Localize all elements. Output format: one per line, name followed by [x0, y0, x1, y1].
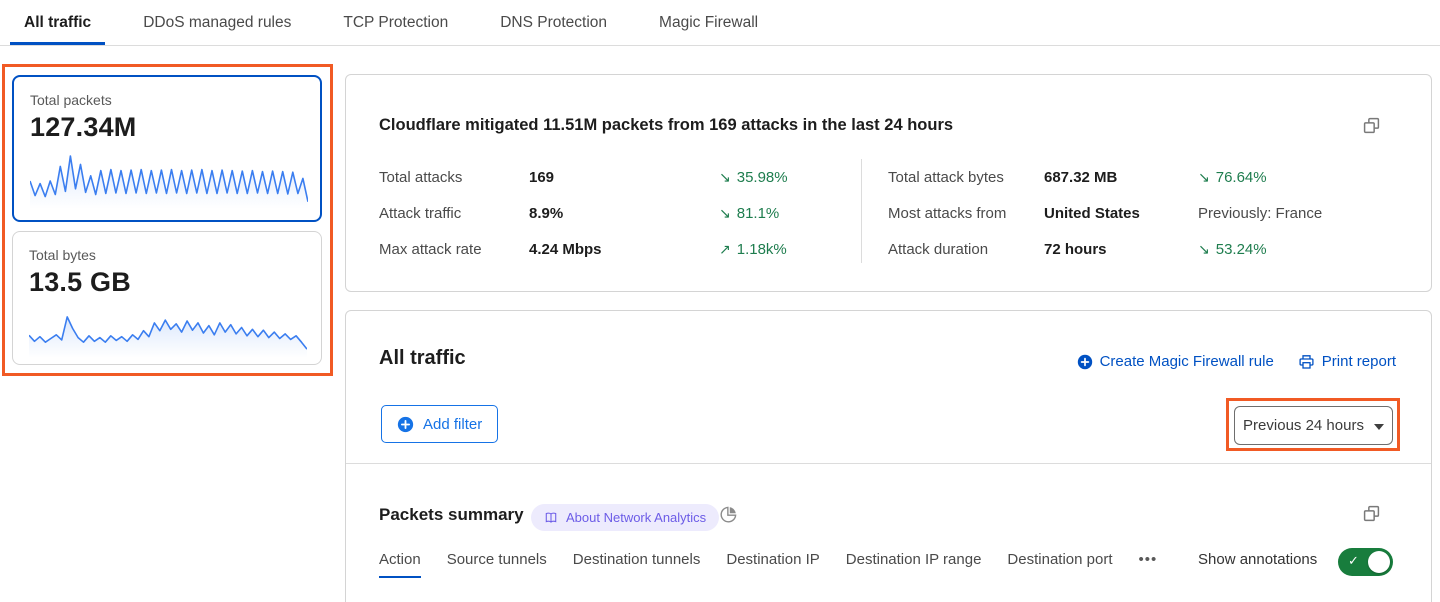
stat-delta: ↘ 81.1%	[719, 204, 780, 222]
stat-delta: ↘ 53.24%	[1198, 240, 1267, 258]
chevron-down-icon	[1373, 423, 1384, 430]
time-range-dropdown[interactable]: Previous 24 hours	[1234, 406, 1393, 445]
stat-value: 169	[529, 168, 555, 186]
attack-summary-panel: Cloudflare mitigated 11.51M packets from…	[345, 74, 1432, 292]
packets-summary-title: Packets summary	[379, 505, 524, 524]
stat-delta: ↘ 35.98%	[719, 168, 788, 186]
stat-label: Total attacks	[379, 168, 463, 186]
trend-down-icon: ↘	[1198, 240, 1210, 257]
subtab-source-tunnels[interactable]: Source tunnels	[446, 551, 547, 568]
stat-delta-previous: Previously: France	[1198, 204, 1323, 222]
tab-magic-firewall[interactable]: Magic Firewall	[659, 13, 759, 31]
trend-down-icon: ↘	[1198, 168, 1210, 185]
packets-summary-subtabs: Action Source tunnels Destination tunnel…	[379, 551, 1157, 578]
metric-label: Total packets	[30, 92, 112, 108]
subtab-destination-tunnels[interactable]: Destination tunnels	[572, 551, 701, 568]
traffic-actions: Create Magic Firewall rule Print report	[1077, 353, 1396, 370]
stat-label: Total attack bytes	[888, 168, 1004, 186]
stat-label: Attack traffic	[379, 204, 462, 222]
trend-up-icon: ↗	[719, 240, 731, 257]
metric-card-total-bytes[interactable]: Total bytes 13.5 GB	[12, 231, 322, 365]
subtab-destination-port[interactable]: Destination port	[1007, 551, 1113, 568]
stats-column-left: Total attacks 169 ↘ 35.98% Attack traffic…	[379, 159, 788, 267]
metric-label: Total bytes	[29, 247, 96, 263]
packets-sparkline-chart	[29, 151, 309, 209]
stat-delta: ↘ 76.64%	[1198, 168, 1267, 186]
time-pie-icon	[720, 506, 737, 523]
metric-value: 127.34M	[30, 112, 137, 142]
stat-value: 8.9%	[529, 204, 564, 222]
all-traffic-title: All traffic	[379, 347, 466, 369]
check-icon: ✓	[1348, 553, 1359, 568]
plus-circle-icon	[397, 416, 414, 433]
stat-delta: ↗ 1.18k%	[719, 240, 787, 258]
trend-down-icon: ↘	[719, 168, 731, 185]
plus-circle-icon	[1077, 354, 1093, 370]
subtab-destination-ip[interactable]: Destination IP	[726, 551, 820, 568]
stat-value: United States	[1044, 204, 1140, 222]
attack-summary-title: Cloudflare mitigated 11.51M packets from…	[379, 116, 954, 134]
print-report-link[interactable]: Print report	[1298, 353, 1396, 370]
stats-column-right: Total attack bytes 687.32 MB ↘ 76.64% Mos…	[888, 159, 1322, 267]
main-tabbar: All traffic DDoS managed rules TCP Prote…	[0, 0, 1440, 46]
about-network-analytics-badge[interactable]: About Network Analytics	[531, 504, 720, 531]
stats-divider	[861, 159, 862, 263]
stat-value: 687.32 MB	[1044, 168, 1118, 186]
tab-all-traffic[interactable]: All traffic	[10, 3, 106, 45]
tab-tcp-protection[interactable]: TCP Protection	[343, 13, 449, 31]
show-annotations-label: Show annotations	[1198, 551, 1318, 568]
stat-label: Attack duration	[888, 240, 989, 258]
create-magic-firewall-rule-link[interactable]: Create Magic Firewall rule	[1077, 353, 1274, 370]
trend-down-icon: ↘	[719, 204, 731, 221]
stat-label: Max attack rate	[379, 240, 482, 258]
section-divider	[346, 463, 1431, 464]
add-filter-button[interactable]: Add filter	[381, 405, 499, 443]
stat-label: Most attacks from	[888, 204, 1007, 222]
tab-ddos-managed-rules[interactable]: DDoS managed rules	[143, 13, 292, 31]
printer-icon	[1298, 354, 1315, 370]
book-icon	[544, 511, 558, 525]
subtab-destination-ip-range[interactable]: Destination IP range	[845, 551, 982, 568]
copy-icon[interactable]	[1363, 505, 1380, 522]
bytes-sparkline-chart	[28, 306, 308, 358]
more-subtabs-button[interactable]: •••	[1138, 551, 1158, 568]
stat-value: 72 hours	[1044, 240, 1107, 258]
metric-card-total-packets[interactable]: Total packets 127.34M	[12, 75, 322, 222]
toggle-knob	[1368, 551, 1390, 573]
show-annotations-toggle[interactable]: ✓	[1338, 548, 1393, 576]
subtab-action[interactable]: Action	[379, 551, 421, 578]
tab-dns-protection[interactable]: DNS Protection	[500, 13, 608, 31]
all-traffic-panel: All traffic Create Magic Firewall rule P…	[345, 310, 1432, 602]
metric-value: 13.5 GB	[29, 267, 131, 297]
stat-value: 4.24 Mbps	[529, 240, 602, 258]
copy-icon[interactable]	[1363, 117, 1380, 134]
